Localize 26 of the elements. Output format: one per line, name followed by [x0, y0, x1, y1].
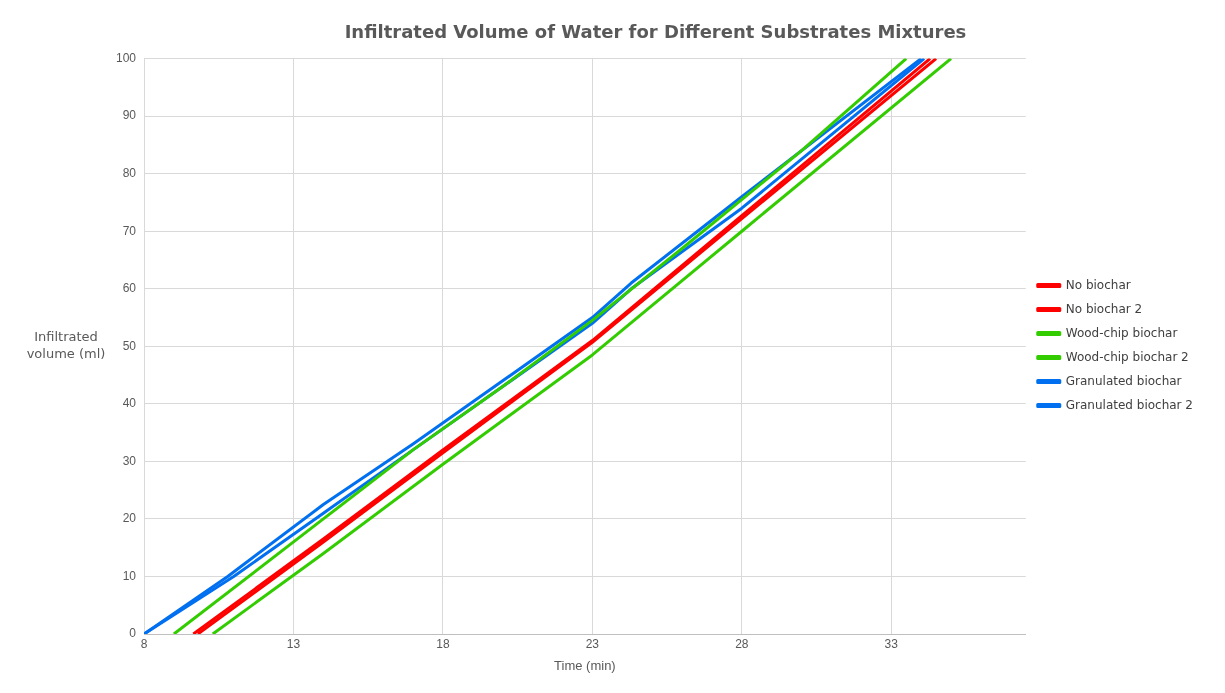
- legend-label: No biochar: [1065, 277, 1131, 292]
- x-tick-label: 13: [286, 636, 301, 651]
- x-tick-label: 8: [140, 636, 148, 651]
- chart-title: Infiltrated Volume of Water for Different Substrates Mixtures: [344, 21, 967, 43]
- legend-label: Granulated biochar: [1065, 373, 1182, 388]
- y-tick-label: 100: [115, 50, 137, 65]
- x-tick-label: 18: [436, 636, 450, 651]
- y-tick-label: 30: [122, 453, 137, 468]
- y-tick-label: 70: [122, 223, 137, 238]
- x-tick-label: 28: [735, 636, 749, 651]
- y-tick-label: 40: [122, 396, 137, 411]
- x-axis-title: Time (min): [554, 657, 616, 673]
- y-axis-title: Infiltrated volume (ml): [26, 329, 106, 362]
- legend-label: Wood-chip biochar 2: [1065, 349, 1189, 364]
- legend-label: Granulated biochar 2: [1065, 397, 1194, 412]
- y-tick-label: 60: [122, 281, 137, 296]
- y-tick-label: 10: [122, 568, 137, 583]
- x-tick-label: 23: [585, 636, 600, 651]
- legend-label: No biochar 2: [1065, 301, 1143, 316]
- y-tick-label: 50: [122, 338, 137, 353]
- y-tick-label: 90: [122, 108, 137, 123]
- y-tick-label: 0: [129, 626, 137, 641]
- y-tick-label: 80: [122, 165, 137, 180]
- x-tick-label: 33: [884, 636, 899, 651]
- y-tick-label: 20: [122, 511, 137, 526]
- legend-label: Wood-chip biochar: [1065, 325, 1178, 340]
